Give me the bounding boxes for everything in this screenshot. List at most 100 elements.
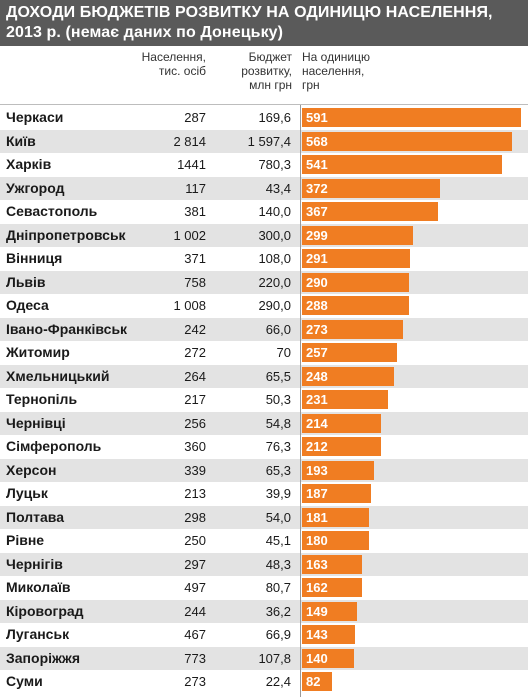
per-capita-bar: 140 [302,648,354,668]
per-capita-bar: 231 [302,390,388,409]
per-capita-bar: 288 [302,296,409,315]
per-capita-bar: 248 [302,366,394,386]
population-value: 1 008 [173,298,206,313]
population-value: 256 [184,415,206,431]
bar-value-label: 143 [306,627,328,642]
per-capita-bar: 541 [302,155,503,174]
city-label: Київ [6,132,36,149]
budget-value: 39,9 [265,486,291,501]
population-value: 213 [184,486,206,501]
population-value: 381 [184,204,206,219]
table-row: Вінниця 371 108,0 291 [0,247,528,271]
bar-value-label: 568 [306,133,328,149]
table-row: Рівне 250 45,1 180 [0,529,528,553]
bar-value-label: 591 [306,110,328,125]
table-row: Київ 2 814 1 597,4 568 [0,129,528,153]
bar-value-label: 163 [306,556,328,572]
per-capita-bar: 568 [302,131,513,151]
bar-value-label: 291 [306,251,328,266]
population-value: 217 [184,392,206,407]
budget-value: 36,2 [265,603,291,619]
chart-title-bar: ДОХОДИ БЮДЖЕТІВ РОЗВИТКУ НА ОДИНИЦЮ НАСЕ… [0,0,528,46]
population-column-header: Населення, тис. осіб [142,50,206,78]
population-value: 371 [184,251,206,266]
budget-value: 66,0 [265,321,291,337]
per-capita-bar: 273 [302,319,404,339]
population-value: 117 [185,180,206,196]
city-label: Львів [6,273,46,290]
city-label: Дніпропетровськ [6,226,126,243]
table-row: Луцьк 213 39,9 187 [0,482,528,506]
per-capita-bar: 372 [302,178,440,198]
city-label: Тернопіль [6,391,78,407]
budget-value: 65,3 [265,462,291,478]
table-row: Харків 1441 780,3 541 [0,153,528,177]
bar-value-label: 372 [306,180,328,196]
city-label: Запоріжжя [6,649,81,666]
city-label: Житомир [6,344,70,360]
population-header-line: Населення, [141,50,206,64]
bar-value-label: 231 [306,392,328,407]
per-capita-header-line: населення, [302,64,365,78]
bar-value-label: 149 [306,603,328,619]
budget-value: 108,0 [258,251,291,266]
table-row: Львів 758 220,0 290 [0,270,528,294]
population-value: 497 [184,580,206,595]
budget-value: 70 [276,345,291,360]
per-capita-bar: 257 [302,343,398,362]
bar-value-label: 288 [306,298,328,313]
per-capita-bar: 163 [302,554,363,574]
budget-value: 80,7 [265,580,291,595]
per-capita-bar: 193 [302,460,374,480]
budget-value: 66,9 [265,627,291,642]
per-capita-column-header: На одиницю населення, грн [302,50,370,92]
budget-value: 140,0 [258,204,291,219]
city-label: Чернігів [6,555,63,572]
budget-value: 169,6 [258,110,291,125]
bar-value-label: 193 [306,462,328,478]
city-label: Херсон [6,461,57,478]
table-row: Чернівці 256 54,8 214 [0,411,528,435]
bar-value-label: 212 [306,439,328,454]
per-capita-bar: 214 [302,413,382,433]
bar-value-label: 162 [306,580,328,595]
bar-value-label: 248 [306,368,328,384]
bar-value-label: 299 [306,227,328,243]
population-header-line: тис. осіб [158,64,206,78]
city-label: Рівне [6,532,45,548]
city-label: Сімферополь [6,438,102,454]
bar-value-label: 214 [306,415,328,431]
per-capita-bar: 299 [302,225,413,245]
population-value: 2 814 [173,133,206,149]
budget-value: 290,0 [258,298,291,313]
per-capita-bar: 181 [302,507,370,527]
budget-value: 45,1 [265,533,291,548]
budget-value: 22,4 [265,674,291,689]
table-row: Івано-Франківськ 242 66,0 273 [0,317,528,341]
city-label: Хмельницький [6,367,110,384]
bar-value-label: 82 [306,674,321,689]
population-value: 339 [184,462,206,478]
population-value: 242 [184,321,206,337]
city-label: Миколаїв [6,579,71,595]
population-value: 244 [184,603,206,619]
budget-value: 107,8 [258,650,291,666]
table-row: Миколаїв 497 80,7 162 [0,576,528,600]
per-capita-bar: 367 [302,202,438,221]
table-row: Сімферополь 360 76,3 212 [0,435,528,459]
budget-value: 48,3 [265,556,291,572]
bar-value-label: 140 [306,650,328,666]
city-label: Луцьк [6,485,48,501]
table-row: Кіровоград 244 36,2 149 [0,599,528,623]
city-label: Полтава [6,508,65,525]
city-label: Харків [6,156,52,172]
budget-value: 76,3 [265,439,291,454]
population-value: 773 [184,650,206,666]
population-value: 758 [184,274,206,290]
per-capita-bar: 591 [302,108,521,127]
population-value: 250 [184,533,206,548]
budget-header-line: Бюджет [248,50,292,64]
population-value: 297 [184,556,206,572]
bar-value-label: 180 [306,533,328,548]
table-row: Севастополь 381 140,0 367 [0,200,528,224]
